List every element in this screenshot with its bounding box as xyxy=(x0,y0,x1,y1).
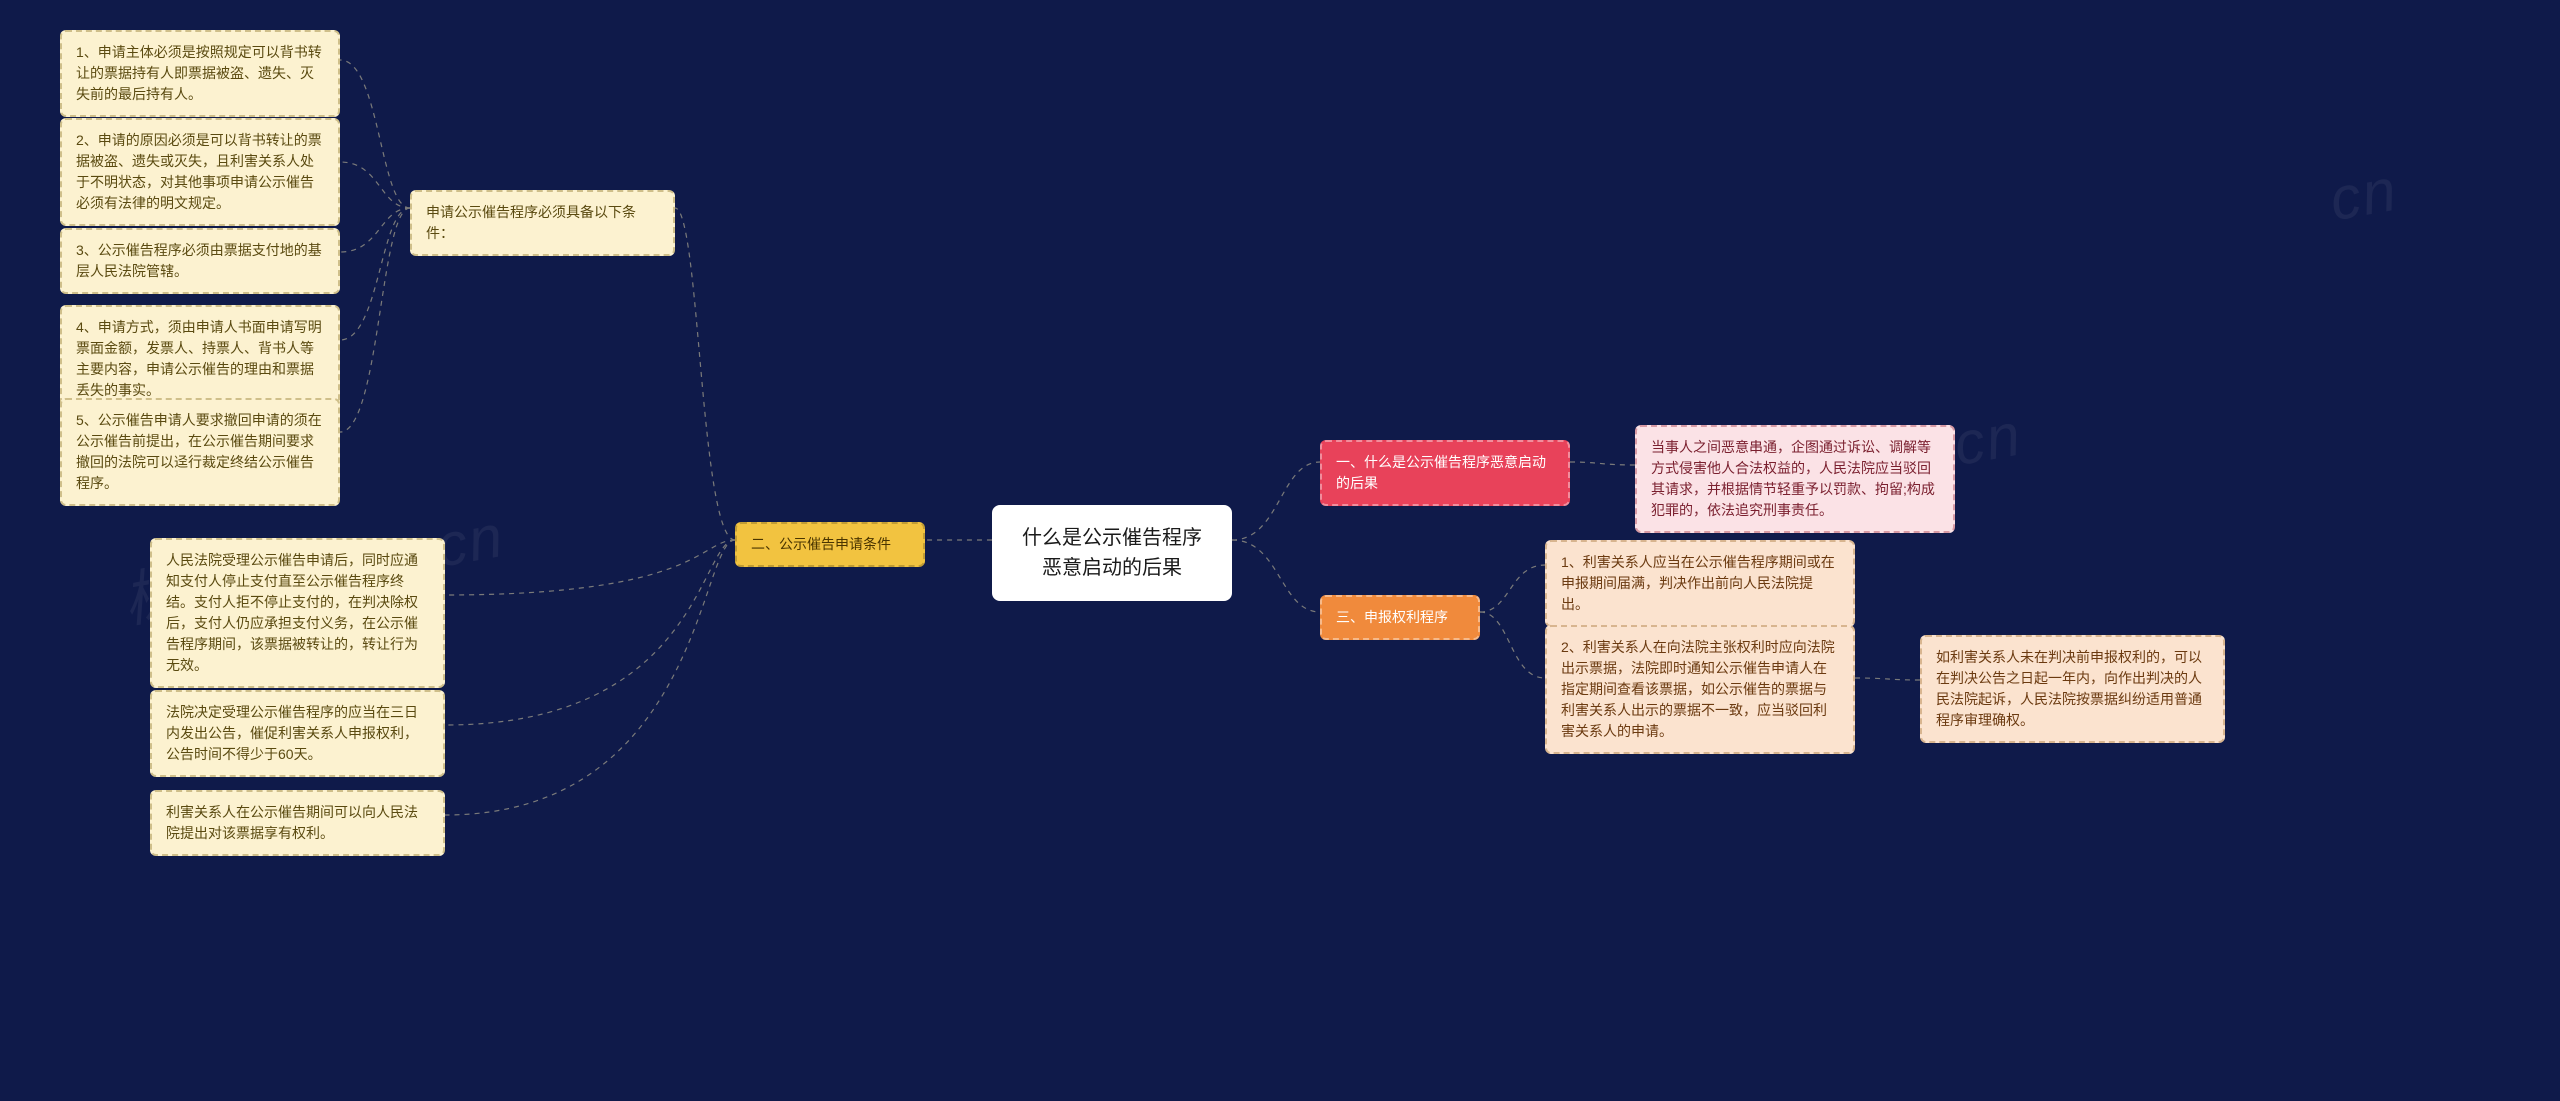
branch-3-child-2: 2、利害关系人在向法院主张权利时应向法院出示票据，法院即时通知公示催告申请人在指… xyxy=(1545,625,1855,754)
branch-2-d: 利害关系人在公示催告期间可以向人民法院提出对该票据享有权利。 xyxy=(150,790,445,856)
branch-2-a-2: 2、申请的原因必须是可以背书转让的票据被盗、遗失或灭失，且利害关系人处于不明状态… xyxy=(60,118,340,226)
branch-2-c: 法院决定受理公示催告程序的应当在三日内发出公告，催促利害关系人申报权利，公告时间… xyxy=(150,690,445,777)
branch-2-a: 申请公示催告程序必须具备以下条件： xyxy=(410,190,675,256)
center-node: 什么是公示催告程序恶意启动的后果 xyxy=(992,505,1232,601)
branch-2-a-5: 5、公示催告申请人要求撤回申请的须在公示催告前提出，在公示催告期间要求撤回的法院… xyxy=(60,398,340,506)
watermark-3: cn xyxy=(2325,155,2403,235)
branch-2: 二、公示催告申请条件 xyxy=(735,522,925,567)
branch-2-a-4: 4、申请方式，须由申请人书面申请写明票面金额，发票人、持票人、背书人等主要内容，… xyxy=(60,305,340,413)
branch-1-child-1: 当事人之间恶意串通，企图通过诉讼、调解等方式侵害他人合法权益的，人民法院应当驳回… xyxy=(1635,425,1955,533)
branch-2-b: 人民法院受理公示催告申请后，同时应通知支付人停止支付直至公示催告程序终结。支付人… xyxy=(150,538,445,688)
branch-1: 一、什么是公示催告程序恶意启动的后果 xyxy=(1320,440,1570,506)
branch-2-a-1: 1、申请主体必须是按照规定可以背书转让的票据持有人即票据被盗、遗失、灭失前的最后… xyxy=(60,30,340,117)
branch-3: 三、申报权利程序 xyxy=(1320,595,1480,640)
branch-3-child-1: 1、利害关系人应当在公示催告程序期间或在申报期间届满，判决作出前向人民法院提出。 xyxy=(1545,540,1855,627)
branch-3-child-2-sub: 如利害关系人未在判决前申报权利的，可以在判决公告之日起一年内，向作出判决的人民法… xyxy=(1920,635,2225,743)
branch-2-a-3: 3、公示催告程序必须由票据支付地的基层人民法院管辖。 xyxy=(60,228,340,294)
